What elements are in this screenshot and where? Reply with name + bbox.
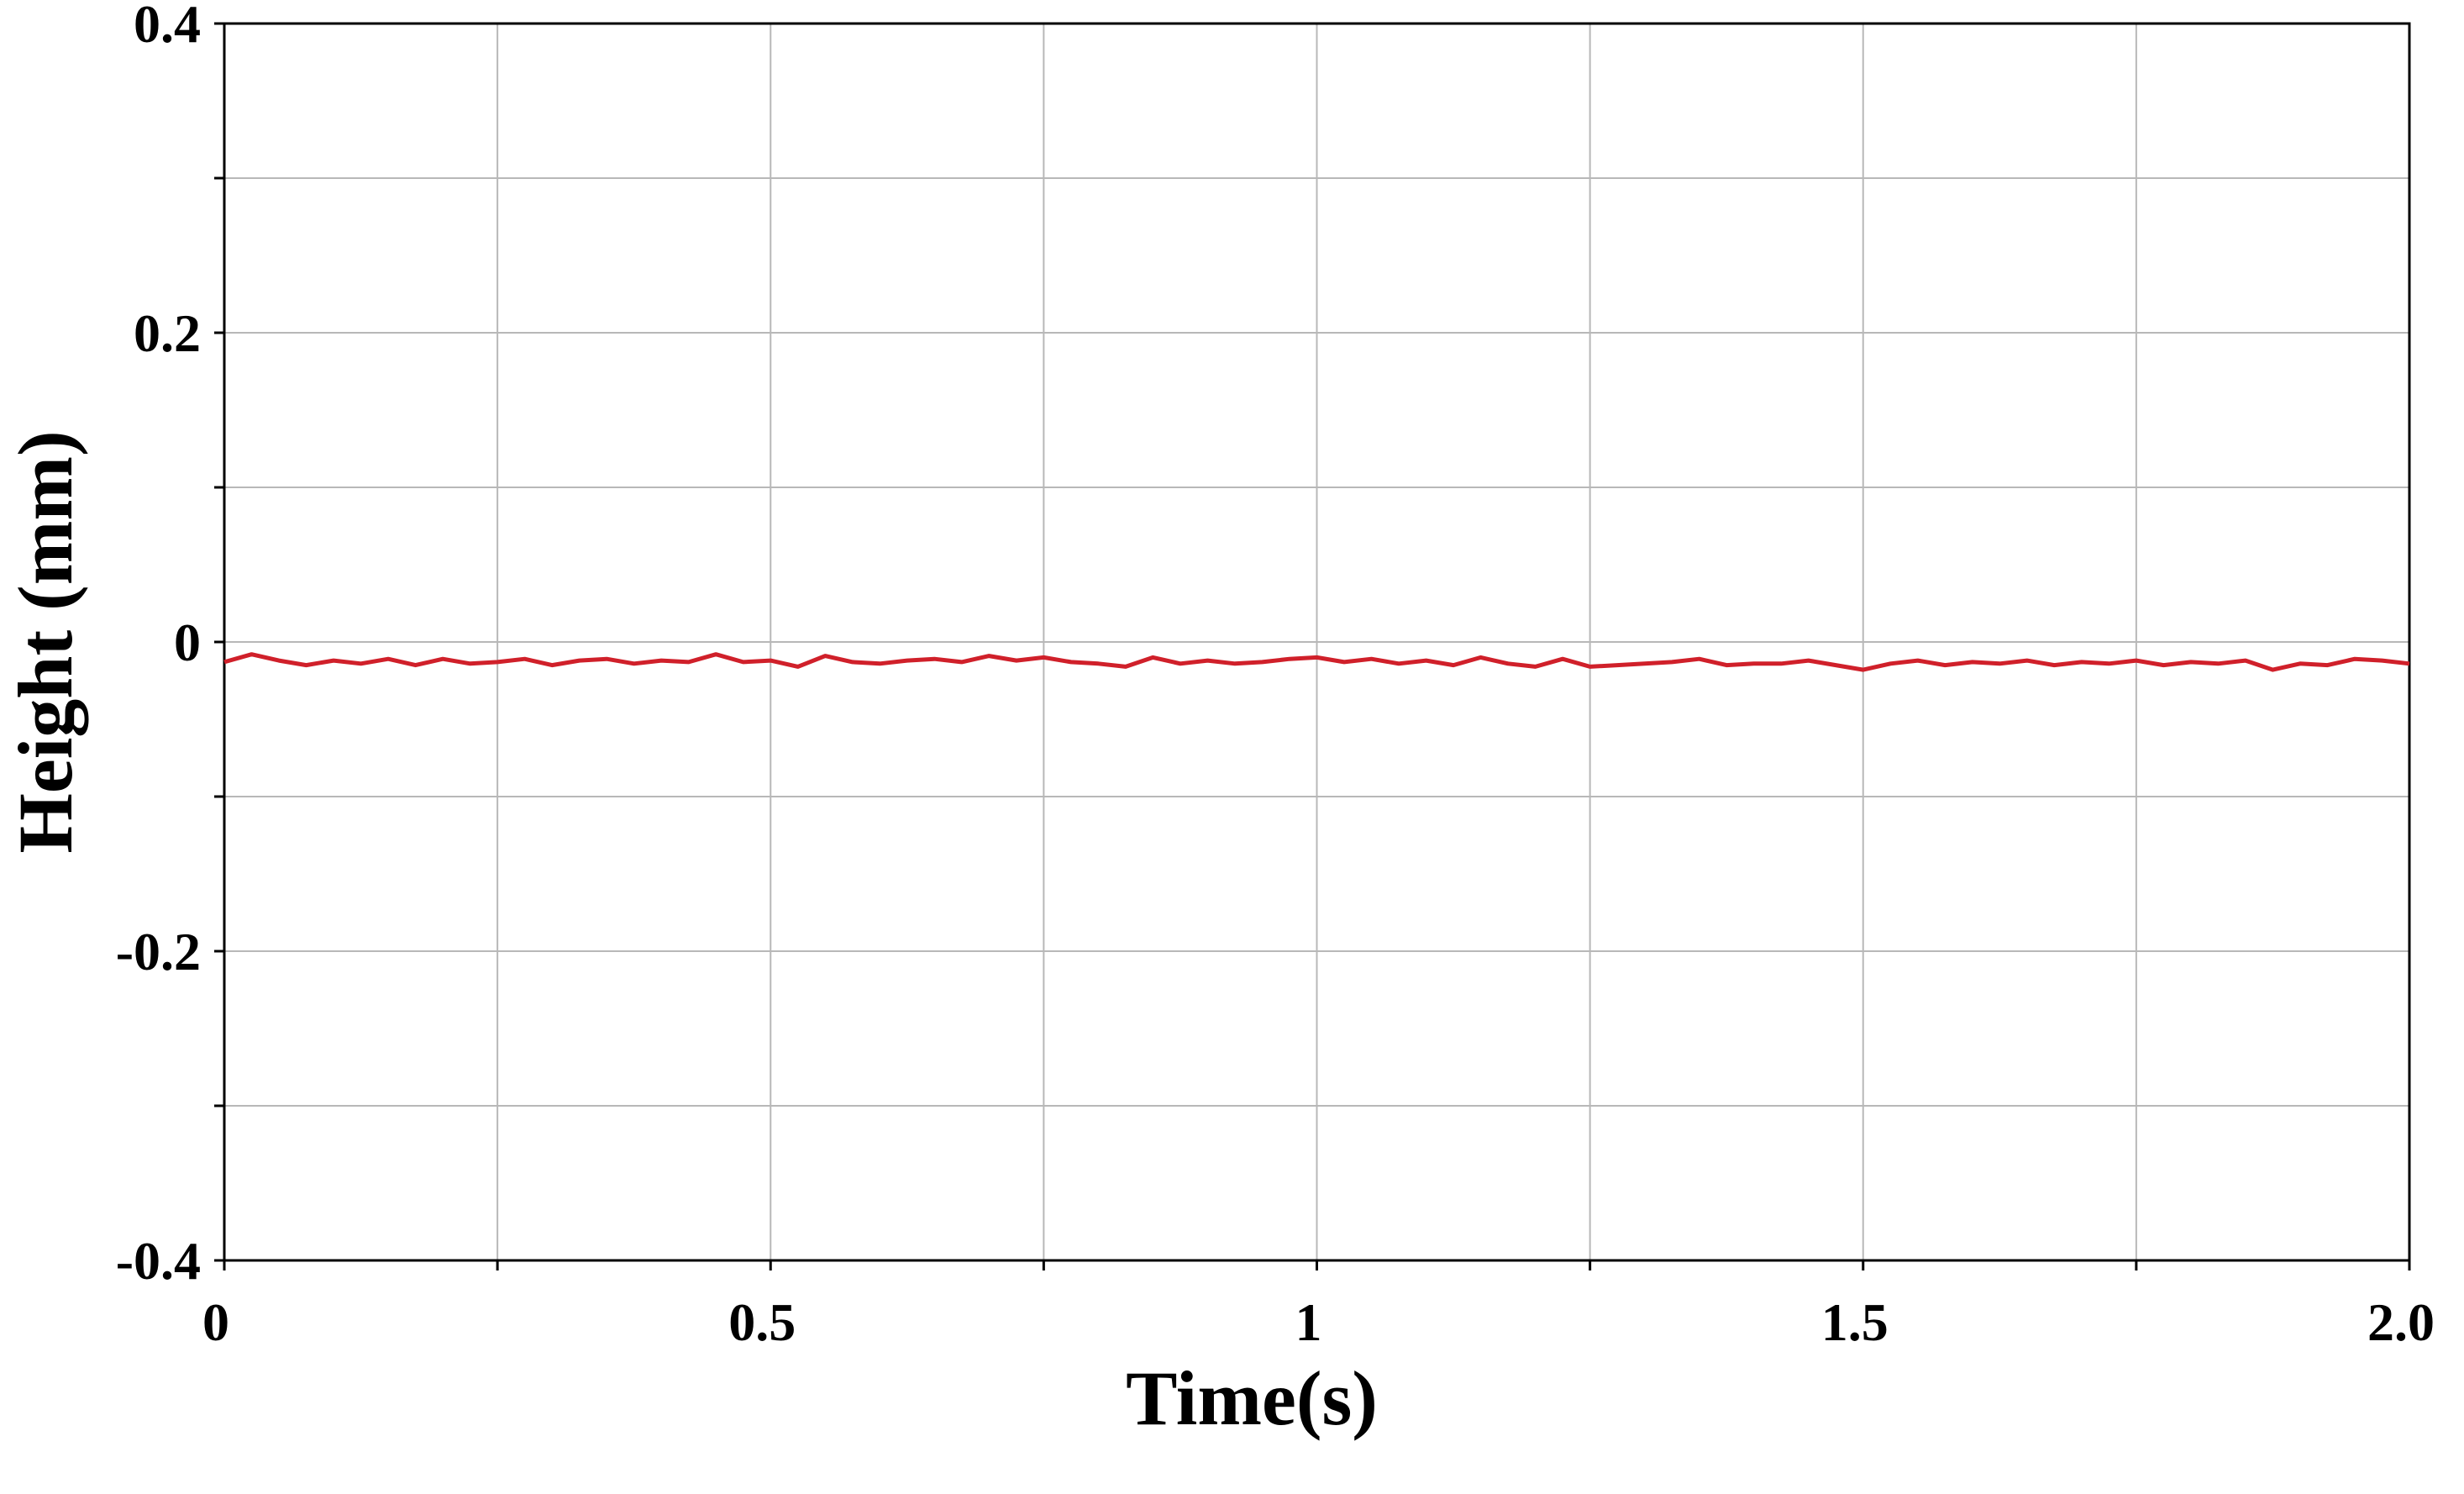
y-axis-title: Height (mm) xyxy=(3,430,88,853)
y-tick-label: 0.2 xyxy=(134,303,201,363)
y-tick-label: -0.2 xyxy=(116,922,201,981)
plot-frame xyxy=(223,22,2411,1262)
x-tick-label: 0 xyxy=(202,1292,229,1352)
data-line xyxy=(223,652,2410,672)
x-tick-label: 2.0 xyxy=(2367,1292,2435,1352)
x-tick-label: 1 xyxy=(1295,1292,1322,1352)
x-axis-title: Time(s) xyxy=(1126,1355,1378,1441)
y-tick-label: 0.4 xyxy=(134,0,201,54)
x-tick-label: 1.5 xyxy=(1821,1292,1889,1352)
y-tick-label: -0.4 xyxy=(116,1231,201,1291)
x-tick-label: 0.5 xyxy=(728,1292,796,1352)
y-tick-label: 0 xyxy=(174,613,201,672)
